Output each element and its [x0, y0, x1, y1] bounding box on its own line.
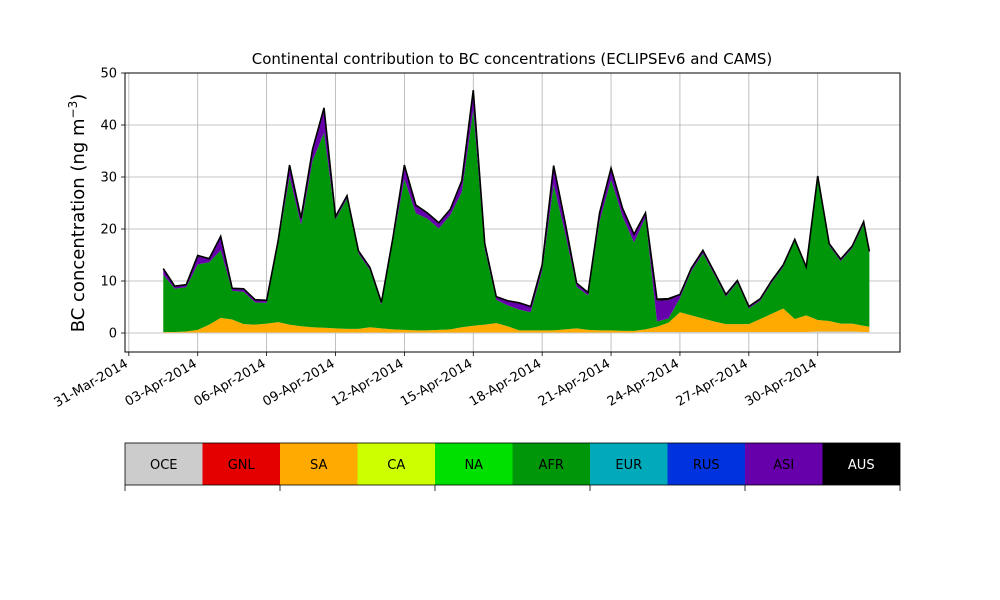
legend-label-oce: OCE: [150, 458, 178, 473]
legend-label-asi: ASI: [773, 458, 794, 473]
legend-swatch-na: [435, 443, 513, 485]
total-line: [162, 90, 871, 308]
legend-label-rus: RUS: [693, 458, 720, 473]
x-tick-label: 18-Apr-2014: [467, 356, 544, 409]
legend-label-afr: AFR: [539, 458, 564, 473]
legend-swatch-gnl: [202, 443, 280, 485]
x-tick-label: 03-Apr-2014: [123, 356, 200, 409]
legend-label-gnl: GNL: [228, 458, 256, 473]
y-tick-label: 30: [100, 171, 117, 186]
legend-label-sa: SA: [310, 458, 327, 473]
x-tick-label: 06-Apr-2014: [191, 356, 268, 409]
legend-label-eur: EUR: [615, 458, 642, 473]
x-tick-label: 30-Apr-2014: [743, 356, 820, 409]
area-oce: [163, 331, 870, 333]
x-tick-label: 31-Mar-2014: [52, 356, 131, 410]
y-axis-label: BC concentration (ng m−3): [66, 94, 89, 333]
y-axis-label-suffix: ): [68, 94, 89, 101]
legend-label-aus: AUS: [848, 458, 875, 473]
legend-colorbar: OCE GNL SA CA NA AFR EUR RUS ASI AUS: [124, 442, 901, 491]
chart-title: Continental contribution to BC concentra…: [252, 50, 773, 68]
y-tick-label: 50: [100, 67, 117, 82]
legend-swatch-rus: [667, 443, 745, 485]
area-aus: [163, 90, 870, 307]
legend-swatch-ca: [357, 443, 435, 485]
y-axis-label-superscript: −3: [66, 101, 80, 119]
legend-swatch-sa: [280, 443, 358, 485]
x-tick-label: 21-Apr-2014: [536, 356, 613, 409]
area-sa: [163, 308, 870, 333]
area-afr: [163, 109, 870, 332]
x-tick-label: 24-Apr-2014: [605, 356, 682, 409]
stacked-areas: [163, 90, 870, 333]
legend-label-na: NA: [464, 458, 483, 473]
legend-swatch-eur: [590, 443, 668, 485]
legend-frame: [124, 442, 901, 486]
x-tick-label: 15-Apr-2014: [398, 356, 475, 409]
legend-swatch-aus: [822, 443, 900, 485]
y-tick-label: 10: [100, 275, 117, 290]
y-tick-label: 0: [109, 327, 117, 342]
y-tick-label: 20: [100, 223, 117, 238]
legend-swatch-afr: [512, 443, 590, 485]
legend-swatch-oce: [125, 443, 203, 485]
total-outline: [162, 90, 871, 308]
plot-frame: [124, 72, 901, 353]
legend-swatch-asi: [745, 443, 823, 485]
legend-label-ca: CA: [387, 458, 405, 473]
y-tick-label: 40: [100, 119, 117, 134]
x-tick-label: 27-Apr-2014: [674, 356, 751, 409]
x-tick-label: 09-Apr-2014: [260, 356, 337, 409]
y-axis-label-main: BC concentration (ng m: [68, 118, 89, 332]
x-tick-label: 12-Apr-2014: [329, 356, 406, 409]
